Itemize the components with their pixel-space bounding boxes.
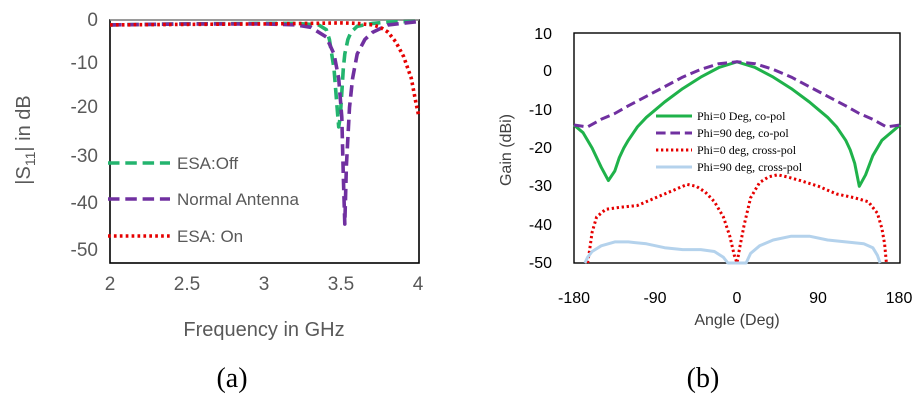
- b-xtick-4: 180: [886, 290, 913, 307]
- b-xtick-1: -90: [643, 290, 666, 307]
- panel-b-y-axis-label: Gain (dBi): [498, 114, 515, 186]
- panel-b-x-ticks: -180 -90 0 90 180: [558, 290, 912, 307]
- a-xtick-2: 3: [259, 274, 270, 295]
- a-xtick-3: 3.5: [328, 274, 354, 295]
- b-ytick-1: 0: [543, 63, 552, 80]
- panel-b-series-group: [573, 60, 901, 265]
- legend-label-phi90-crosspol: Phi=90 deg, cross-pol: [697, 160, 803, 174]
- panel-b-x-axis-label: Angle (Deg): [694, 312, 779, 329]
- b-xtick-3: 90: [809, 290, 827, 307]
- panel-a-plot-frame: [109, 19, 420, 264]
- panel-a-x-ticks: 2 2.5 3 3.5 4: [105, 274, 424, 295]
- panel-b-y-ticks: 10 0 -10 -20 -30 -40 -50: [529, 26, 552, 272]
- panel-b-caption: (b): [687, 363, 720, 394]
- a-ytick-0: 0: [87, 10, 98, 31]
- legend-label-phi0-copol: Phi=0 Deg, co-pol: [697, 109, 786, 123]
- legend-label-esa-on: ESA: On: [177, 227, 243, 246]
- panel-a-s11-chart: ESA:Off Normal Antenna ESA: On 0 -10 -20…: [13, 10, 424, 394]
- b-xtick-0: -180: [558, 290, 590, 307]
- legend-label-phi0-crosspol: Phi=0 deg, cross-pol: [697, 143, 797, 157]
- a-ytick-3: -30: [71, 146, 98, 167]
- legend-label-esa-off: ESA:Off: [177, 154, 238, 173]
- panel-a-series-line-esa-on: [109, 21, 421, 118]
- panel-b-series-line-phi-90-deg-cross-pol: [583, 234, 882, 265]
- a-xtick-1: 2.5: [174, 274, 200, 295]
- panel-a-series-group: [109, 19, 421, 226]
- b-xtick-2: 0: [733, 290, 742, 307]
- panel-b-legend: Phi=0 Deg, co-pol Phi=90 deg, co-pol Phi…: [656, 109, 803, 174]
- b-ytick-3: -20: [529, 140, 552, 157]
- a-xtick-0: 2: [105, 274, 116, 295]
- panel-a-y-ticks: 0 -10 -20 -30 -40 -50: [71, 10, 98, 261]
- b-ytick-4: -30: [529, 178, 552, 195]
- panel-a-y-axis-label: |S11| in dB: [13, 95, 38, 184]
- panel-a-caption: (a): [216, 363, 247, 394]
- legend-label-phi90-copol: Phi=90 deg, co-pol: [697, 126, 789, 140]
- panel-a-legend: ESA:Off Normal Antenna ESA: On: [108, 154, 299, 246]
- panel-a-x-axis-label: Frequency in GHz: [183, 319, 344, 341]
- panel-a-series-line-esa-off: [109, 19, 420, 129]
- a-xtick-4: 4: [413, 274, 424, 295]
- b-ytick-2: -10: [529, 102, 552, 119]
- a-ytick-2: -20: [71, 97, 98, 118]
- a-ytick-5: -50: [71, 240, 98, 261]
- panel-b-series-line-phi-90-deg-co-pol: [573, 60, 901, 129]
- a-ytick-1: -10: [71, 53, 98, 74]
- legend-label-normal-antenna: Normal Antenna: [177, 190, 299, 209]
- b-ytick-5: -40: [529, 217, 552, 234]
- panel-b-gain-chart: Phi=0 Deg, co-pol Phi=90 deg, co-pol Phi…: [498, 26, 912, 394]
- b-ytick-0: 10: [534, 26, 552, 43]
- b-ytick-6: -50: [529, 255, 552, 272]
- a-ytick-4: -40: [71, 193, 98, 214]
- panel-a-series-line-normal-antenna: [109, 19, 420, 226]
